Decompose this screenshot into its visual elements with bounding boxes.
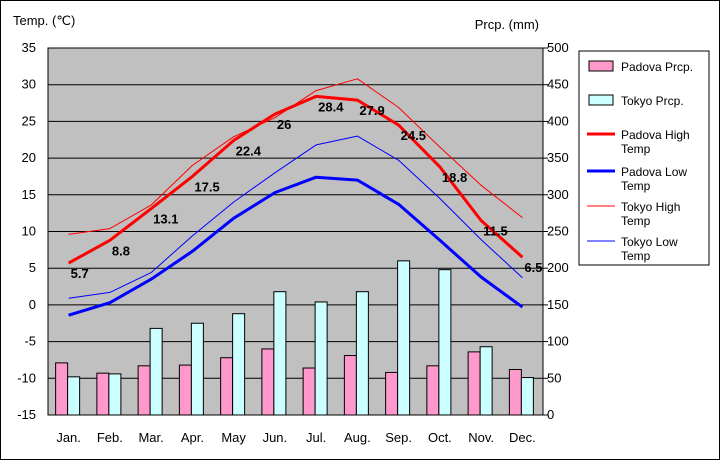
left-tick-label: -5 [24,334,36,349]
left-tick-label: -15 [17,407,36,422]
bar-tokyo-prcp [67,376,81,416]
bar-tokyo-prcp [438,269,452,416]
x-tick-label: Jul. [306,430,326,445]
bar-tokyo-prcp [355,291,369,416]
x-tick-label: Feb. [97,430,123,445]
right-tick-label: 200 [547,260,569,275]
bar-padova-prcp [178,364,192,416]
bar-padova-prcp [137,365,151,416]
legend-label: Tokyo Low Temp [621,235,678,263]
data-label: 13.1 [153,212,178,227]
legend-box [578,50,710,266]
bar-tokyo-prcp [273,291,287,416]
left-tick-label: -10 [17,370,36,385]
left-axis-title: Temp. (℃) [13,13,75,28]
legend-label-line: Temp [621,142,651,156]
bar-tokyo-prcp [108,373,122,416]
bar-tokyo-prcp [149,327,163,416]
legend-label-line: Tokyo Prcp. [621,94,684,108]
bar-padova-prcp [55,362,69,416]
bar-padova-prcp [343,355,357,416]
legend-label-line: Temp [621,249,651,263]
data-label: 28.4 [318,99,344,114]
legend-label: Padova Low Temp [621,165,687,193]
bar-tokyo-prcp [190,322,204,416]
x-tick-label: Sep. [385,430,412,445]
plot-border [47,47,544,416]
x-tick-label: Nov. [468,430,494,445]
series-line-padova-low-temp [68,175,524,317]
legend-label-line: Temp [621,179,651,193]
series-line-padova-high-temp [67,94,524,265]
right-axis-title: Prcp. (mm) [475,17,539,32]
bar-tokyo-prcp [479,346,493,416]
x-tick-label: Mar. [138,430,163,445]
bar-padova-prcp [385,371,399,416]
legend-label-line: Padova Low [621,165,687,179]
right-tick-label: 450 [547,77,569,92]
legend-label-line: Padova High [621,128,690,142]
bar-padova-prcp [508,368,522,416]
right-tick-label: 500 [547,40,569,55]
legend-label-line: Tokyo High [621,200,680,214]
right-tick-label: 250 [547,224,569,239]
series-line-tokyo-low-temp [68,135,523,299]
right-tick-label: 350 [547,150,569,165]
legend-swatch [588,60,614,72]
right-tick-label: 0 [547,407,554,422]
bar-padova-prcp [426,365,440,416]
legend-label-line: Tokyo Low [621,235,678,249]
legend-label: Tokyo Prcp. [621,94,684,108]
right-tick-label: 300 [547,187,569,202]
bar-padova-prcp [467,351,481,416]
x-tick-label: Jun. [263,430,288,445]
data-label: 24.5 [401,128,426,143]
left-tick-label: 35 [22,40,36,55]
data-label: 22.4 [236,143,262,158]
bar-tokyo-prcp [397,260,411,416]
legend-label: Tokyo High Temp [621,200,680,228]
data-label: 17.5 [194,179,219,194]
x-tick-label: Jan. [56,430,81,445]
right-tick-label: 100 [547,334,569,349]
data-label: 18.8 [442,170,467,185]
bar-padova-prcp [261,348,275,416]
plot-area: -15-10-505101520253035050100150200250300… [17,40,569,445]
legend-swatch [588,94,614,106]
x-tick-label: Apr. [181,430,204,445]
right-tick-label: 400 [547,113,569,128]
left-tick-label: 5 [29,260,36,275]
legend-label: Padova High Temp [621,128,690,156]
data-label: 27.9 [359,103,384,118]
legend-label-line: Temp [621,214,651,228]
data-label: 6.5 [524,260,542,275]
data-label: 8.8 [112,243,130,258]
bar-padova-prcp [96,372,110,416]
legend: Padova Prcp.Tokyo Prcp.Padova High TempPa… [578,50,710,266]
x-tick-label: May [221,430,246,445]
data-label: 5.7 [71,266,89,281]
left-tick-label: 10 [22,224,36,239]
right-tick-label: 50 [547,370,561,385]
x-tick-label: Aug. [344,430,371,445]
left-tick-label: 15 [22,187,36,202]
data-label: 11.5 [483,223,508,238]
left-tick-label: 30 [22,77,36,92]
bar-tokyo-prcp [314,301,328,416]
bar-padova-prcp [220,357,234,416]
bar-padova-prcp [302,367,316,416]
bar-tokyo-prcp [232,313,246,416]
left-tick-label: 20 [22,150,36,165]
left-tick-label: 0 [29,297,36,312]
x-tick-label: Oct. [428,430,452,445]
legend-label-line: Padova Prcp. [621,60,693,74]
bar-tokyo-prcp [520,377,534,416]
x-tick-label: Dec. [509,430,536,445]
right-tick-label: 150 [547,297,569,312]
data-label: 26 [277,117,291,132]
legend-label: Padova Prcp. [621,60,693,74]
left-tick-label: 25 [22,113,36,128]
